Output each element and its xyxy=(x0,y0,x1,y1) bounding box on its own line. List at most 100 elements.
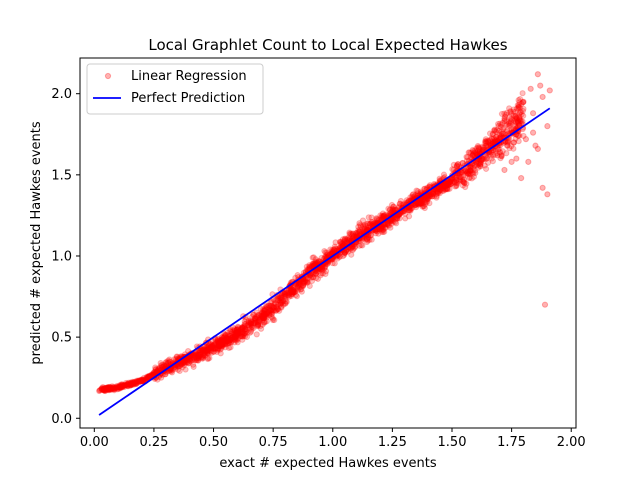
scatter-point xyxy=(119,381,126,388)
scatter-point xyxy=(433,187,440,195)
scatter-point xyxy=(261,312,268,320)
scatter-point xyxy=(456,174,463,181)
scatter-point xyxy=(107,386,114,393)
scatter-point xyxy=(489,140,496,147)
scatter-point xyxy=(238,331,245,338)
scatter-point xyxy=(497,149,504,156)
scatter-point xyxy=(304,279,311,286)
scatter-point xyxy=(359,236,366,243)
scatter-point xyxy=(480,155,488,162)
scatter-point xyxy=(202,347,209,355)
scatter-point xyxy=(289,286,296,293)
scatter-point xyxy=(372,227,379,235)
scatter-point xyxy=(356,228,363,235)
scatter-point xyxy=(459,182,466,189)
scatter-point xyxy=(215,337,222,345)
chart-title: Local Graphlet Count to Local Expected H… xyxy=(148,36,507,54)
scatter-point xyxy=(413,200,420,208)
scatter-point xyxy=(214,335,221,342)
scatter-point xyxy=(224,336,231,344)
scatter-point xyxy=(100,387,107,394)
scatter-point xyxy=(224,333,232,340)
scatter-point xyxy=(226,332,233,339)
scatter-point xyxy=(176,367,183,375)
scatter-point xyxy=(171,356,178,363)
scatter-point xyxy=(453,163,461,170)
scatter-point xyxy=(259,321,266,328)
scatter-point xyxy=(390,203,397,210)
scatter-point xyxy=(482,165,490,172)
scatter-point xyxy=(475,144,483,151)
scatter-point xyxy=(216,346,224,353)
scatter-point xyxy=(342,248,350,255)
scatter-point xyxy=(487,140,494,147)
scatter-point xyxy=(501,117,508,125)
scatter-point xyxy=(379,222,386,230)
scatter-point xyxy=(476,148,483,156)
scatter-point xyxy=(197,349,204,356)
scatter-point xyxy=(264,309,271,316)
scatter-point xyxy=(280,301,287,308)
scatter-point xyxy=(267,307,274,314)
scatter-point xyxy=(498,128,505,135)
scatter-point xyxy=(303,263,310,270)
scatter-point xyxy=(372,227,380,234)
scatter-point xyxy=(150,371,157,378)
scatter-point xyxy=(440,185,447,192)
scatter-point xyxy=(294,283,301,290)
scatter-point xyxy=(281,289,288,296)
scatter-point xyxy=(263,314,270,321)
scatter-point xyxy=(231,333,238,340)
scatter-point xyxy=(465,170,472,177)
scatter-point xyxy=(473,159,480,166)
scatter-point xyxy=(301,280,308,287)
scatter-point xyxy=(253,313,260,320)
scatter-point xyxy=(277,300,285,307)
scatter-point xyxy=(467,163,474,171)
scatter-point xyxy=(253,331,260,338)
scatter-point xyxy=(214,338,221,345)
scatter-point xyxy=(387,217,394,224)
scatter-point xyxy=(266,304,273,312)
scatter-point xyxy=(295,286,302,293)
scatter-point xyxy=(196,351,203,358)
scatter-point xyxy=(214,347,221,354)
scatter-point xyxy=(133,378,140,385)
scatter-point xyxy=(257,322,264,330)
scatter-point xyxy=(445,179,452,186)
scatter-point xyxy=(204,345,211,352)
scatter-point xyxy=(341,251,348,258)
scatter-point-outlier xyxy=(520,98,527,105)
scatter-point xyxy=(479,147,486,154)
scatter-point xyxy=(510,112,518,119)
scatter-point xyxy=(189,357,196,364)
scatter-point xyxy=(352,232,360,239)
scatter-point xyxy=(218,342,226,349)
scatter-point xyxy=(231,330,238,337)
scatter-point xyxy=(282,298,289,305)
scatter-point xyxy=(461,179,468,187)
scatter-point xyxy=(209,346,216,353)
scatter-point xyxy=(287,291,295,298)
scatter-point xyxy=(357,223,364,230)
scatter-point xyxy=(100,386,107,393)
scatter-point xyxy=(152,369,159,377)
scatter-point-outlier xyxy=(525,158,532,165)
scatter-point xyxy=(489,139,497,147)
scatter-point xyxy=(306,282,313,290)
scatter-point xyxy=(280,298,287,305)
scatter-point xyxy=(434,188,442,195)
scatter-point xyxy=(241,330,248,337)
scatter-point xyxy=(240,333,247,340)
scatter-point xyxy=(274,304,281,312)
scatter-point xyxy=(389,207,396,214)
scatter-point xyxy=(459,173,467,181)
scatter-point xyxy=(388,220,395,227)
scatter-point xyxy=(237,330,244,337)
scatter-point xyxy=(497,123,504,130)
scatter-point xyxy=(298,283,305,290)
scatter-point xyxy=(483,142,490,149)
scatter-point xyxy=(313,258,320,265)
scatter-point xyxy=(344,236,351,243)
scatter-point xyxy=(117,382,125,389)
